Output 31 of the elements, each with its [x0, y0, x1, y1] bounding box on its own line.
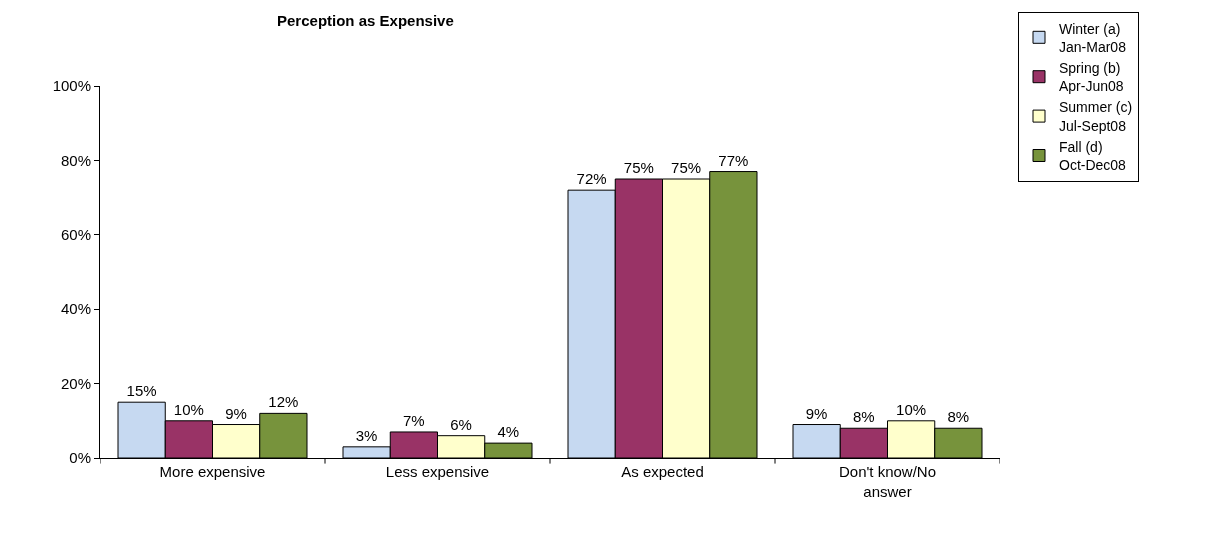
x-tick-label: More expensive	[159, 463, 266, 480]
data-label: 9%	[805, 404, 828, 422]
data-label: 9%	[225, 404, 247, 422]
data-label: 12%	[268, 393, 299, 411]
legend-label: Summer (c) Jul-Sept08	[1059, 99, 1133, 134]
data-label: 8%	[947, 408, 970, 426]
data-label: 8%	[853, 408, 875, 426]
data-label: 15%	[126, 382, 157, 400]
x-tick-label: Less expensive	[385, 463, 490, 480]
data-label: 75%	[671, 159, 702, 176]
data-label: 7%	[403, 411, 425, 429]
legend-label: Spring (b) Apr-Jun08	[1059, 60, 1124, 95]
y-tick-label: 60%	[60, 226, 91, 244]
chart-title: Perception as Expensive	[277, 12, 454, 30]
y-tick-label: 20%	[60, 374, 91, 392]
data-label: 3%	[355, 426, 378, 444]
data-label: 75%	[623, 159, 654, 176]
x-tick-label: As expected	[621, 463, 704, 480]
data-label: 4%	[497, 423, 520, 441]
legend-label: Fall (d) Oct-Dec08	[1059, 138, 1127, 174]
data-label: 77%	[718, 151, 749, 169]
y-tick-label: 100%	[52, 77, 91, 95]
data-label: 10%	[173, 400, 204, 418]
data-label: 10%	[896, 400, 927, 418]
x-tick-label: Don't know/No answer	[838, 463, 937, 500]
data-label: 6%	[450, 415, 472, 433]
y-tick-label: 0%	[69, 449, 91, 467]
y-tick-label: 40%	[60, 300, 91, 318]
y-tick-label: 80%	[60, 151, 91, 169]
legend-label: Winter (a) Jan-Mar08	[1059, 20, 1127, 55]
data-label: 72%	[576, 170, 607, 188]
